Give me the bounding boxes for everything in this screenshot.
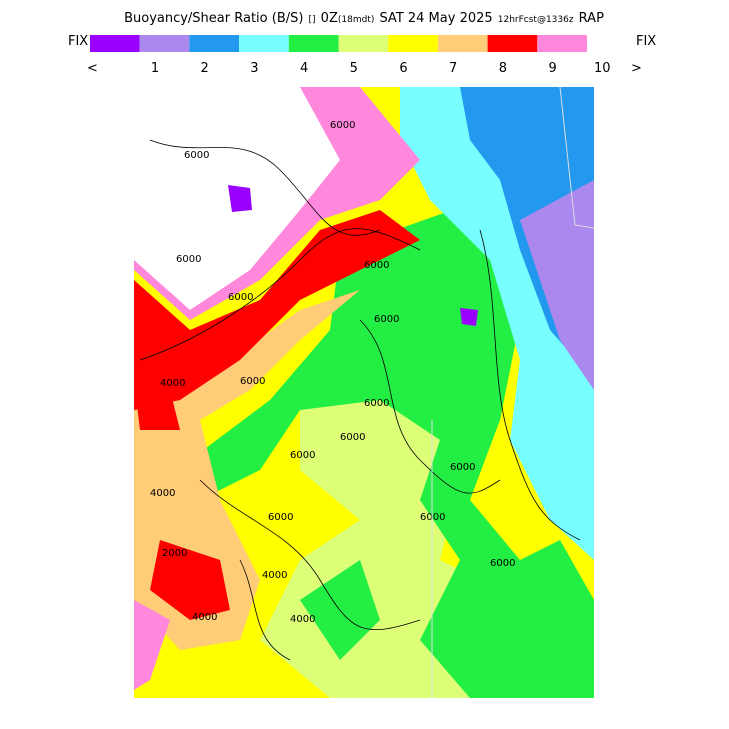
field-region — [134, 210, 420, 410]
header-model: RAP — [579, 11, 604, 26]
field-region — [520, 180, 594, 390]
contour-label: 6000 — [240, 376, 265, 387]
header: Buoyancy/Shear Ratio (B/S) [] 0Z(18mdt) … — [124, 7, 604, 26]
contour-label: 6000 — [364, 398, 389, 409]
contour-label: 4000 — [290, 614, 315, 625]
fix-right[interactable]: FIX — [636, 34, 656, 49]
field-region — [190, 200, 594, 698]
field-region — [460, 308, 478, 326]
scale-swatch — [239, 35, 289, 52]
contour-labels: 6000 6000 6000 6000 6000 6000 4000 6000 6000 6000… — [150, 120, 515, 625]
field-region — [228, 185, 252, 212]
header-valid: 0Z — [321, 11, 338, 26]
scale-label: 9 — [548, 61, 556, 76]
header-date: SAT 24 May 2025 — [379, 11, 492, 26]
fix-left[interactable]: FIX — [68, 34, 88, 49]
header-marker: [] — [309, 15, 316, 25]
contour-label: 6000 — [450, 462, 475, 473]
scale-swatch — [388, 35, 438, 52]
contour-line — [359, 319, 501, 494]
state-border — [559, 86, 595, 229]
scale-label: 2 — [201, 61, 209, 76]
scale-label: 7 — [449, 61, 457, 76]
contour-label: 6000 — [268, 512, 293, 523]
scale-label: 10 — [594, 61, 611, 76]
scale-swatch — [537, 35, 587, 52]
header-local: (18mdt) — [338, 15, 374, 25]
contour-line — [479, 229, 581, 541]
scale-swatch — [288, 35, 339, 52]
next-button[interactable]: > — [631, 61, 642, 76]
header-title: Buoyancy/Shear Ratio (B/S) — [124, 11, 303, 26]
scale-label: 6 — [399, 61, 407, 76]
field-region — [134, 600, 170, 690]
header-title: Buoyancy/Shear Ratio (B/S) [] 0Z(18mdt) … — [124, 7, 604, 26]
contour-label: 6000 — [340, 432, 365, 443]
contour-label: 4000 — [262, 570, 287, 581]
contour-label: 6000 — [176, 254, 201, 265]
contour-label: 6000 — [184, 150, 209, 161]
header-forecast: 12hrFcst@1336z — [498, 15, 574, 25]
contour-label: 2000 — [162, 548, 187, 559]
contour-label: 4000 — [160, 378, 185, 389]
boundaries — [431, 86, 595, 698]
scale-swatch — [90, 35, 140, 52]
scale-swatch — [487, 35, 538, 52]
scale-label: 5 — [350, 61, 358, 76]
field-region — [150, 540, 230, 620]
contour-label: 4000 — [150, 488, 175, 499]
scale-label: 3 — [250, 61, 258, 76]
scale-label: 4 — [300, 61, 308, 76]
contour-label: 6000 — [420, 512, 445, 523]
contour-line — [239, 559, 291, 661]
scale-swatch — [189, 35, 240, 52]
contour-label: 6000 — [374, 314, 399, 325]
scale-swatch — [139, 35, 190, 52]
prev-button[interactable]: < — [87, 61, 98, 76]
scale-swatch — [437, 35, 488, 52]
contour-line — [149, 139, 381, 236]
scale-label: 1 — [151, 61, 159, 76]
contour-label: 6000 — [490, 558, 515, 569]
contour-label: 6000 — [330, 120, 355, 131]
color-scale: FIX FIX < >1 2 3 4 5 6 7 8 9 10 — [68, 34, 656, 76]
field-region — [134, 380, 180, 430]
map: 6000 6000 6000 6000 6000 6000 4000 6000 6000 6000… — [134, 87, 594, 698]
contour-label: 6000 — [228, 292, 253, 303]
contour-line — [199, 479, 421, 631]
scale-label: 8 — [499, 61, 507, 76]
contours — [139, 139, 581, 661]
contour-line — [139, 228, 421, 361]
contour-label: 6000 — [364, 260, 389, 271]
scale-swatch — [338, 35, 389, 52]
contour-label: 4000 — [192, 612, 217, 623]
contour-label: 6000 — [290, 450, 315, 461]
